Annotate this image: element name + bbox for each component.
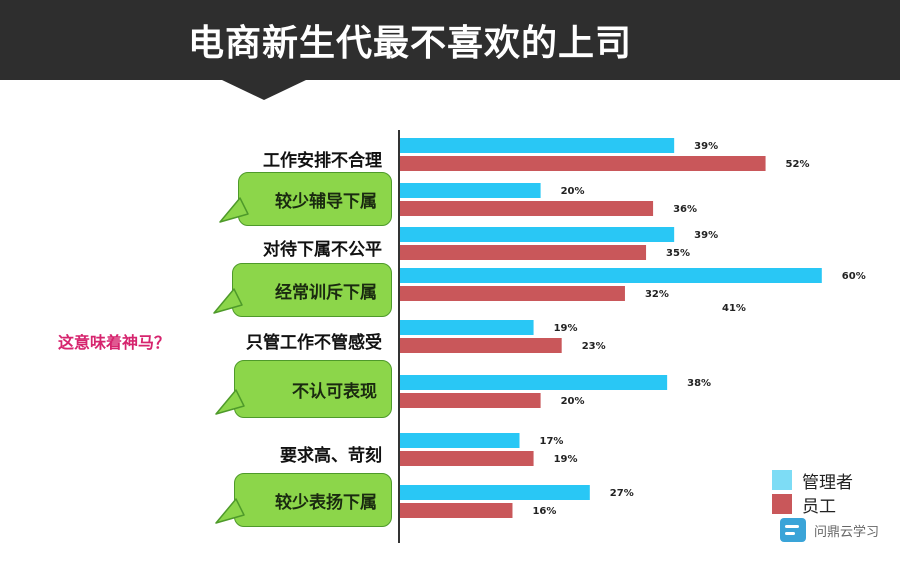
bar-manager-0 (400, 138, 675, 153)
bar-manager-3 (400, 268, 822, 283)
question-text: 这意味着神马？ (58, 333, 171, 352)
bar-employee-1 (400, 201, 654, 216)
watermark: 问鼎云学习 (780, 518, 879, 542)
legend-label-manager: 管理者 (802, 472, 853, 493)
legend: 管理者 员工 (772, 468, 853, 517)
value-label-manager-6: 17% (540, 436, 564, 447)
bubble-tail-1 (219, 197, 249, 223)
category-bubble-1: 较少辅导下属 (238, 172, 392, 226)
bubble-tail-7 (215, 498, 245, 524)
legend-label-employee: 员工 (802, 496, 836, 517)
category-label-4: 只管工作不管感受 (246, 333, 382, 353)
value-label-employee-2: 35% (666, 248, 690, 259)
title-pointer (222, 80, 306, 100)
bar-employee-4 (400, 338, 562, 353)
value-label-manager-0: 39% (694, 141, 718, 152)
bar-employee-3 (400, 286, 625, 301)
legend-swatch-employee (772, 494, 792, 514)
bar-employee-5 (400, 393, 541, 408)
legend-item-manager: 管理者 (772, 468, 853, 493)
bubble-tail-5 (215, 389, 245, 415)
value-label-employee-0: 52% (786, 159, 810, 170)
category-bubble-3: 经常训斥下属 (232, 263, 392, 317)
category-bubble-5: 不认可表现 (234, 360, 392, 418)
title-bar (0, 0, 900, 80)
value-label-manager-7: 27% (610, 488, 634, 499)
bar-employee-7 (400, 503, 513, 518)
value-label-manager-3: 60% (842, 271, 866, 282)
value-label-employee-1: 36% (673, 204, 697, 215)
value-label-manager-2: 39% (694, 230, 718, 241)
value-label-manager-4: 19% (554, 323, 578, 334)
bar-employee-6 (400, 451, 534, 466)
bar-manager-2 (400, 227, 675, 242)
category-label-2: 对待下属不公平 (263, 240, 382, 260)
bar-manager-7 (400, 485, 590, 500)
category-label-0: 工作安排不合理 (263, 151, 382, 171)
bar-employee-2 (400, 245, 647, 260)
stray-value-label: 41% (722, 303, 746, 314)
page-title: 电商新生代最不喜欢的上司 (188, 23, 633, 64)
legend-swatch-manager (772, 470, 792, 490)
value-label-employee-7: 16% (532, 506, 556, 517)
value-label-manager-5: 38% (687, 378, 711, 389)
category-label-6: 要求高、苛刻 (280, 446, 382, 466)
bar-manager-5 (400, 375, 668, 390)
watermark-text: 问鼎云学习 (814, 524, 880, 540)
category-bubble-7: 较少表扬下属 (234, 473, 392, 527)
bar-employee-0 (400, 156, 766, 171)
bar-manager-1 (400, 183, 541, 198)
bubble-tail-3 (213, 288, 243, 314)
value-label-employee-3: 32% (645, 289, 669, 300)
bar-manager-6 (400, 433, 520, 448)
bar-manager-4 (400, 320, 534, 335)
logo-icon (780, 518, 806, 542)
value-label-employee-5: 20% (561, 396, 585, 407)
legend-item-employee: 员工 (772, 492, 853, 517)
value-label-employee-4: 23% (582, 341, 606, 352)
value-label-manager-1: 20% (561, 186, 585, 197)
value-label-employee-6: 19% (554, 454, 578, 465)
